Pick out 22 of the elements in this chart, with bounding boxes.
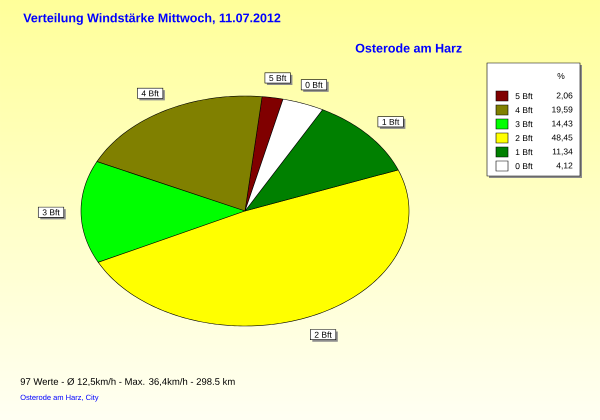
chart-title: Verteilung Windstärke Mittwoch, 11.07.2012 [23,13,280,25]
slice-label: 0 Bft [306,82,323,88]
data-label: 2,06 [556,92,572,100]
text: 97 Werte - Ø 12,5km/h - Max. 36,4km/h - 298.5 km [20,378,235,386]
legend-label: 5 Bft [516,92,533,100]
legend-label: 4 Bft [515,106,533,114]
chart-subtitle: Osterode am Harz [356,43,462,53]
data-label: 14,43 [552,120,572,128]
slice-label: 5 Bft [269,74,286,82]
data-label: 4,12 [556,162,572,170]
slice-label: 1 Bft [382,118,400,125]
data-label: 48,45 [552,134,572,142]
legend-label: 2 Bft [516,134,533,142]
category-label: 2 Bft [314,331,332,338]
slice-label: 4 Bft [142,90,159,96]
slice-label: 3 Bft [42,209,60,216]
data-label: 19,59 [552,106,572,114]
legend-label: 3 Bft [516,120,533,128]
legend-label: 0 Bft [516,162,533,170]
legend-title: % [558,73,564,79]
legend-label: 1 Bft [516,148,533,156]
data-label: 11,34 [552,148,573,156]
